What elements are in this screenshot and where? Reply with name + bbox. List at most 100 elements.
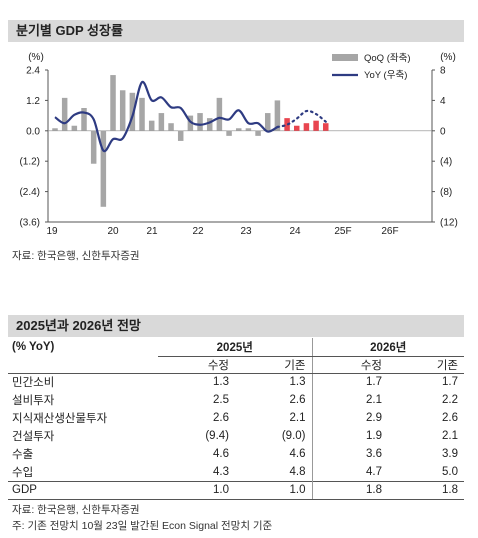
qoq-bar: [226, 130, 232, 136]
right-tick-label: 0: [440, 126, 446, 137]
table-row: 수입 4.3 4.8 4.7 5.0: [8, 463, 464, 481]
left-axis-ticks: (%) 2.4 1.2 0.0 (1.2) (2.4) (3.6): [19, 52, 48, 229]
row-label: 수출: [12, 449, 34, 461]
left-tick-label: (3.6): [19, 218, 40, 229]
right-tick-label: 8: [440, 66, 446, 77]
qoq-bar: [90, 130, 97, 164]
qoq-bar: [100, 130, 107, 207]
table-cell: 1.3: [235, 372, 312, 391]
gdp-cell: 1.0: [235, 480, 312, 500]
table-cell: 2.1: [289, 412, 306, 424]
qoq-bar: [110, 75, 116, 131]
x-axis-label: 23: [240, 226, 252, 234]
table-cell: (9.4): [205, 430, 229, 442]
year-header-2025: 2025년: [158, 338, 312, 357]
table-cell: 2.1: [311, 391, 388, 409]
qoq-forecast-bar: [323, 123, 329, 131]
table-cell: 4.3: [213, 465, 229, 478]
gdp-cell: 1.8: [388, 480, 464, 500]
table-cell: 1.7: [311, 372, 388, 391]
table-cell: 2.6: [442, 412, 458, 424]
col-header-previous-2026: 기존: [388, 356, 464, 374]
qoq-forecast-bar: [303, 123, 310, 131]
table-cell: 2.1: [442, 430, 458, 442]
gdp-growth-chart: (%) 2.4 1.2 0.0 (1.2) (2.4) (3.6) (%) 8 4 0 (4) (8)…: [19, 52, 457, 234]
x-axis-label: 19: [46, 226, 58, 234]
left-axis-unit: (%): [28, 52, 44, 63]
qoq-bar: [216, 97, 223, 131]
qoq-forecast-bar: [294, 125, 300, 131]
unit-label: (% YoY): [12, 341, 55, 353]
legend-qoq-label: QoQ (좌축): [364, 53, 411, 64]
qoq-bar: [255, 130, 261, 136]
qoq-bar: [187, 115, 194, 131]
table-row: 민간소비 1.3 1.3 1.7 1.7: [8, 372, 464, 391]
table-row: 지식재산생산물투자 2.6 2.1 2.9 2.6: [8, 409, 464, 427]
yoy-forecast-line: [276, 109, 327, 129]
qoq-bar: [129, 92, 136, 131]
table-cell: 2.6: [289, 394, 306, 406]
x-axis-label: 25F: [334, 226, 351, 234]
table-cell: (9.0): [281, 430, 306, 442]
table-cell: 4.6: [289, 448, 306, 460]
table-cell: 2.2: [442, 394, 458, 406]
table-section-title: 2025년과 2026년 전망: [8, 315, 464, 337]
x-axis-label: 22: [192, 226, 204, 234]
table-note: 주: 기존 전망치 10월 23일 발간된 Econ Signal 전망치 기준: [12, 520, 273, 532]
row-label: 민간소비: [8, 372, 158, 391]
qoq-bar: [61, 97, 68, 131]
gdp-cell: 1.0: [158, 480, 235, 500]
row-label-gdp: GDP: [8, 480, 158, 500]
qoq-bar: [139, 97, 145, 131]
yoy-line: [54, 80, 327, 153]
table-cell: 4.8: [289, 465, 306, 478]
x-axis-label: 26F: [381, 226, 398, 234]
x-axis-label: 21: [146, 226, 158, 234]
row-label: 지식재산생산물투자: [12, 413, 108, 425]
table-cell: 3.6: [311, 445, 388, 463]
qoq-bar: [206, 118, 213, 131]
right-axis-unit: (%): [440, 52, 456, 63]
table-cell: 1.7: [388, 372, 464, 391]
right-tick-label: (4): [440, 157, 452, 168]
col-header-revised-2026: 수정: [311, 356, 388, 374]
qoq-bar: [235, 128, 242, 131]
qoq-bar: [158, 113, 165, 131]
x-axis-label: 24: [289, 226, 301, 234]
chart-legend: QoQ (좌축) YoY (우축): [332, 53, 411, 81]
qoq-bar: [274, 100, 281, 131]
row-label: 수입: [12, 466, 34, 479]
table-row: 수출 4.6 4.6 3.6 3.9: [8, 445, 464, 463]
row-label: 건설투자: [12, 431, 55, 443]
chart-section-title: 분기별 GDP 성장률: [8, 20, 464, 42]
table-cell: 4.7: [311, 463, 388, 481]
qoq-bar: [168, 123, 174, 131]
left-tick-label: (2.4): [19, 187, 40, 198]
left-tick-label: 1.2: [26, 96, 40, 107]
qoq-bar: [71, 125, 78, 131]
table-row: 설비투자 2.5 2.6 2.1 2.2: [8, 391, 464, 409]
table-cell: 5.0: [442, 465, 458, 478]
legend-yoy-label: YoY (우축): [364, 70, 407, 81]
row-label: 설비투자: [12, 395, 55, 407]
qoq-bar: [245, 128, 252, 131]
table-cell: 2.6: [213, 412, 229, 424]
table-cell: 3.9: [442, 448, 458, 460]
qoq-bar: [148, 120, 155, 131]
year-header-2026: 2026년: [311, 338, 464, 357]
gdp-cell: 1.8: [311, 480, 388, 500]
qoq-bar: [52, 128, 58, 131]
x-axis-label: 20: [107, 226, 119, 234]
table-row: 건설투자 (9.4) (9.0) 1.9 2.1: [8, 427, 464, 445]
qoq-bar: [177, 130, 184, 141]
left-tick-label: (1.2): [19, 157, 40, 168]
qoq-bars: [52, 75, 329, 207]
qoq-bar: [264, 113, 271, 131]
table-cell: 1.3: [158, 372, 235, 391]
x-axis-labels: 19 20 21 22 23 24 25F 26F: [46, 226, 398, 234]
table-cell: 2.9: [311, 409, 388, 427]
table-cell: 1.9: [311, 427, 388, 445]
qoq-bar: [197, 113, 203, 131]
col-header-previous-2025: 기존: [235, 356, 312, 374]
chart-source: 자료: 한국은행, 신한투자증권: [12, 250, 140, 262]
